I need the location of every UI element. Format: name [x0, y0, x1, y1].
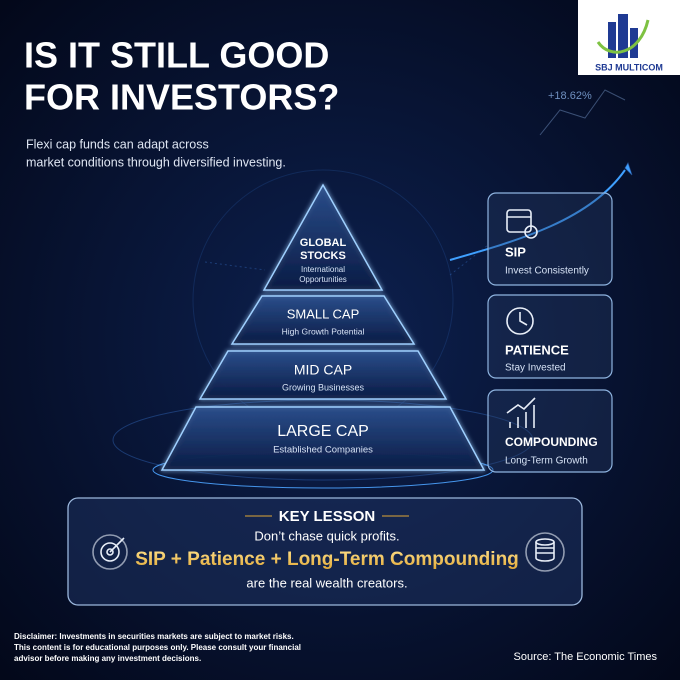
title-line: IS IT STILL GOOD	[24, 35, 329, 76]
lesson-highlight: SIP + Patience + Long-Term Compounding	[135, 549, 519, 570]
pyramid-level	[230, 295, 416, 345]
level-caption: Opportunities	[299, 275, 347, 284]
logo-mark	[596, 14, 650, 58]
subtitle-line: market conditions through diversified in…	[26, 155, 286, 169]
pyramid-level	[198, 350, 448, 400]
pyramid-labels: GLOBAL STOCKS International Opportunitie…	[273, 237, 373, 456]
card	[487, 294, 613, 379]
lesson-text: Don’t chase quick profits.	[254, 528, 399, 543]
clock-icon	[506, 307, 534, 335]
lesson-box	[67, 497, 583, 606]
card-text: Long-Term Growth	[505, 456, 588, 467]
card-text: Invest Consistently	[505, 266, 589, 277]
cards: SIP Invest Consistently PATIENCE Stay In…	[487, 192, 613, 473]
pyramid-level	[160, 406, 486, 471]
logo-box	[578, 0, 680, 75]
ticker: +18.62%	[548, 90, 592, 102]
disclaimer-line: Disclaimer: Investments in securities ma…	[14, 632, 294, 641]
disclaimer-line: This content is for educational purposes…	[14, 643, 301, 652]
pyramid-level	[262, 183, 384, 291]
level-caption: High Growth Potential	[282, 326, 365, 336]
card	[487, 192, 613, 286]
level-label: SMALL CAP	[287, 306, 360, 321]
lesson-text: are the real wealth creators.	[246, 575, 407, 590]
level-label: LARGE CAP	[277, 423, 369, 440]
card-title: PATIENCE	[505, 342, 569, 357]
disclaimer-line: advisor before making any investment dec…	[14, 654, 201, 663]
level-caption: Growing Businesses	[282, 382, 365, 392]
card-title: COMPOUNDING	[505, 435, 598, 449]
calendar-icon	[506, 209, 538, 239]
level-label: GLOBAL	[300, 237, 347, 249]
card-text: Stay Invested	[505, 363, 566, 374]
card	[487, 389, 613, 473]
level-caption: International	[301, 265, 345, 274]
card-title: SIP	[505, 244, 526, 259]
subtitle-line: Flexi cap funds can adapt across	[26, 137, 209, 151]
level-caption: Established Companies	[273, 445, 373, 456]
level-label: MID CAP	[294, 362, 352, 378]
logo-text: SBJ MULTICOM	[595, 62, 663, 72]
growth-icon	[506, 397, 536, 428]
level-label: STOCKS	[300, 250, 346, 262]
source: Source: The Economic Times	[514, 651, 658, 663]
title-line: FOR INVESTORS?	[24, 77, 339, 118]
target-icon	[92, 534, 128, 570]
coins-icon	[525, 532, 565, 572]
lesson-heading: KEY LESSON	[279, 508, 375, 525]
